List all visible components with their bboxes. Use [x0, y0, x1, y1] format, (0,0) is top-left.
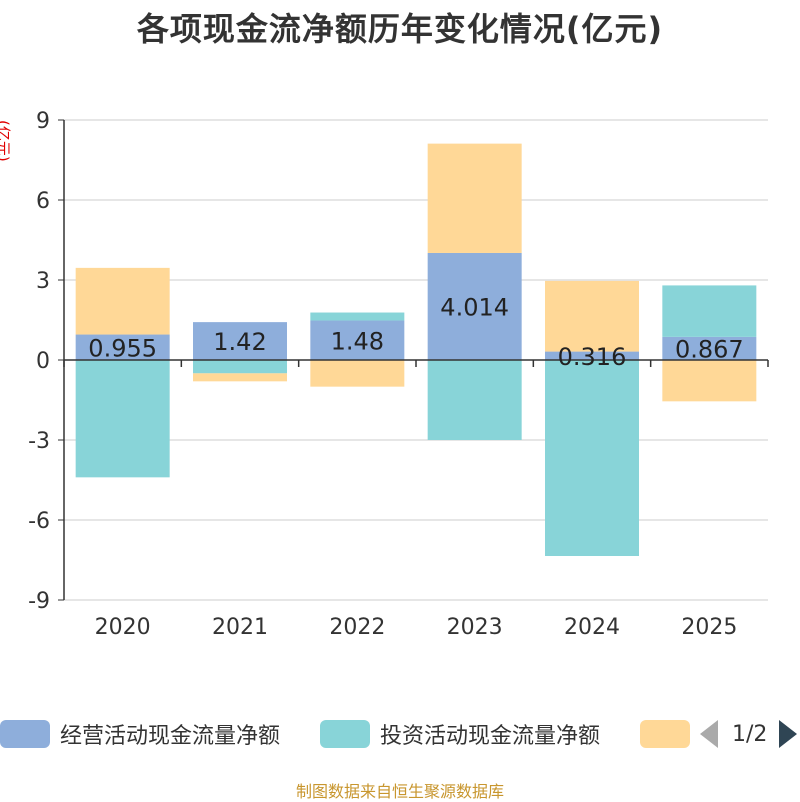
legend-pager: 1/2	[700, 716, 798, 752]
bar-investing	[545, 360, 639, 556]
bar-operating	[310, 320, 405, 360]
legend-item-financing[interactable]	[640, 716, 700, 752]
x-tick-label: 2021	[212, 615, 268, 640]
y-tick-label: -6	[28, 509, 50, 534]
legend-label-operating: 经营活动现金流量净额	[60, 724, 281, 749]
next-page-icon[interactable]	[779, 720, 798, 748]
x-tick-label: 2020	[95, 615, 151, 640]
bar-financing	[310, 360, 405, 387]
legend-item-operating[interactable]: 经营活动现金流量净额	[0, 716, 280, 752]
data-source-footer: 制图数据来自恒生聚源数据库	[295, 782, 504, 801]
legend: 经营活动现金流量净额 投资活动现金流量净额	[0, 716, 800, 752]
bar-investing	[662, 285, 757, 337]
y-tick-label: 3	[36, 269, 50, 294]
bar-operating	[193, 322, 287, 360]
data-label: 1.48	[331, 327, 384, 355]
y-tick-label: 0	[36, 349, 50, 374]
bar-investing	[193, 360, 287, 374]
data-label: 1.42	[213, 328, 266, 356]
x-tick-label: 2022	[329, 615, 385, 640]
y-tick-label: -9	[28, 589, 50, 614]
y-tick-label: 6	[36, 189, 50, 214]
data-label: 0.867	[675, 335, 744, 363]
bar-financing	[75, 267, 170, 335]
bar-operating	[545, 351, 639, 360]
prev-page-icon[interactable]	[700, 720, 718, 748]
legend-swatch-financing	[640, 720, 690, 748]
x-tick-label: 2024	[564, 615, 620, 640]
page-indicator: 1/2	[732, 721, 768, 747]
bar-financing	[427, 143, 522, 253]
data-label: 4.014	[440, 293, 509, 321]
bar-financing	[545, 280, 639, 352]
data-label: 0.316	[558, 343, 627, 371]
cash-flow-chart: -9 -6 -3 0 3 6 9 2020 2021 2022 2023 2024 2025 0.955 1…	[28, 109, 769, 640]
y-tick-label: 9	[36, 109, 50, 134]
bar-operating	[75, 334, 170, 360]
data-label: 0.955	[88, 334, 157, 362]
legend-swatch-operating	[0, 720, 50, 748]
bar-financing	[193, 373, 287, 382]
bar-operating	[427, 252, 522, 360]
bar-investing	[427, 360, 522, 440]
x-tick-label: 2025	[681, 615, 737, 640]
bar-operating	[662, 336, 757, 360]
x-tick-label: 2023	[447, 615, 503, 640]
legend-swatch-investing	[320, 720, 370, 748]
legend-item-investing[interactable]: 投资活动现金流量净额	[320, 716, 600, 752]
bar-investing	[310, 312, 405, 321]
bar-investing	[75, 360, 170, 478]
y-tick-label: -3	[28, 429, 50, 454]
legend-label-investing: 投资活动现金流量净额	[380, 724, 601, 749]
bar-financing	[662, 360, 757, 402]
chart-title: 各项现金流净额历年变化情况(亿元)	[136, 10, 664, 48]
